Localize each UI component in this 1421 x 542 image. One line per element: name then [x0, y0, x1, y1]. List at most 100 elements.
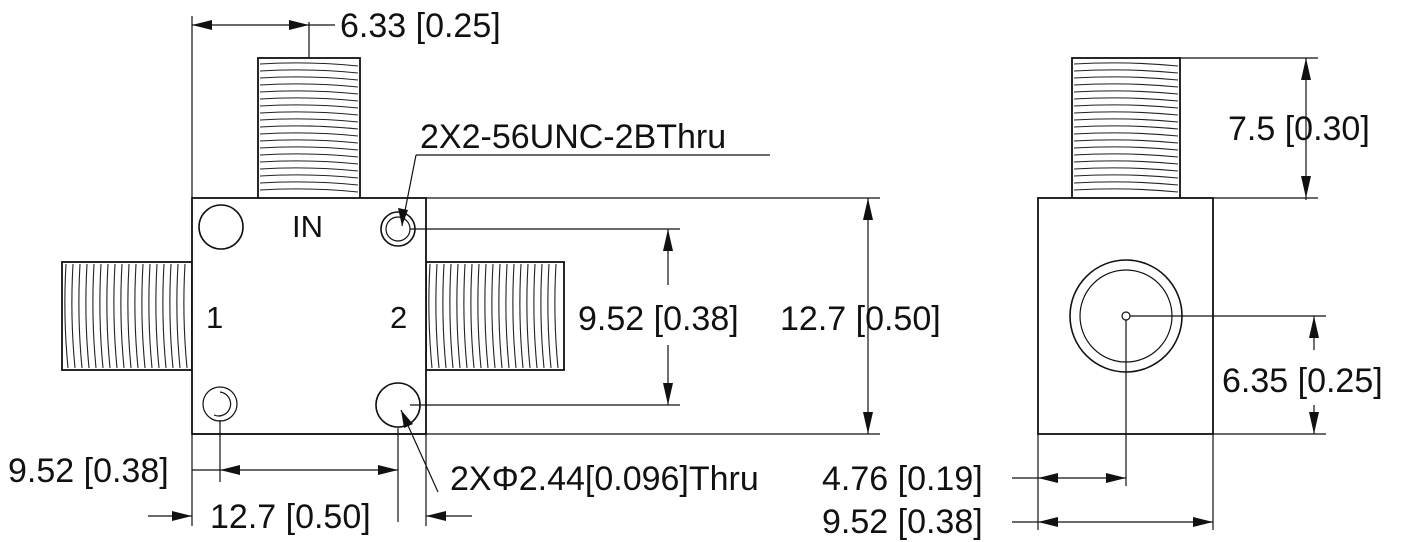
thread-line — [512, 263, 517, 369]
thread-line — [64, 263, 69, 369]
thread-line — [484, 263, 489, 369]
thread-line — [1073, 181, 1179, 186]
thread-line — [259, 153, 359, 158]
thread-line — [526, 263, 531, 369]
dim-height-label: 12.7 [0.50] — [780, 300, 941, 338]
dim-hole-spacing-v: 9.52 [0.38] — [410, 228, 739, 406]
thread-line — [259, 174, 359, 179]
thread-line — [259, 132, 359, 137]
port-in-label: IN — [292, 209, 323, 244]
thread-line — [1073, 160, 1179, 165]
thread-line — [155, 263, 160, 369]
thread-line — [259, 111, 359, 116]
thread-line — [169, 263, 174, 369]
left-connector-threads — [64, 263, 188, 369]
thread-line — [259, 139, 359, 144]
thread-line — [141, 263, 146, 369]
thread-line — [1073, 188, 1179, 193]
thread-line — [127, 263, 132, 369]
thread-line — [1073, 167, 1179, 172]
thread-line — [442, 263, 447, 369]
dim-depth: 9.52 [0.38] — [822, 434, 1214, 541]
thread-line — [1073, 132, 1179, 137]
side-top-connector — [1071, 57, 1181, 201]
dim-hole-spacing-v-label: 9.52 [0.38] — [578, 300, 739, 338]
thread-line — [113, 263, 118, 369]
thread-line — [92, 263, 97, 369]
thread-line — [1073, 104, 1179, 109]
thread-line — [259, 90, 359, 95]
thread-line — [435, 263, 440, 369]
thread-line — [162, 263, 167, 369]
thread-line — [547, 263, 552, 369]
thread-line — [78, 263, 83, 369]
dim-tap-holes: 2X2-56UNC-2BThru — [398, 118, 770, 227]
thread-line — [1073, 125, 1179, 130]
thread-line — [259, 146, 359, 151]
dim-top-offset: 6.33 [0.25] — [191, 7, 501, 198]
dim-center-height-label: 6.35 [0.25] — [1222, 362, 1383, 400]
thread-line — [183, 263, 188, 369]
thread-line — [120, 263, 125, 369]
thread-line — [1073, 111, 1179, 116]
thread-line — [259, 97, 359, 102]
thread-line — [259, 83, 359, 88]
thread-line — [498, 263, 503, 369]
thread-line — [259, 76, 359, 81]
mount-hole-top-left — [198, 204, 244, 250]
dim-height: 12.7 [0.50] — [192, 197, 941, 435]
dim-center-offset-label: 4.76 [0.19] — [822, 460, 983, 498]
top-connector — [257, 57, 361, 201]
dim-width-label: 12.7 [0.50] — [210, 498, 371, 536]
thread-line — [259, 125, 359, 130]
dim-width: 12.7 [0.50] — [148, 434, 472, 536]
tap-hole-bottom-left-thread — [213, 391, 232, 417]
thread-line — [148, 263, 153, 369]
thread-line — [554, 263, 559, 369]
thread-line — [456, 263, 461, 369]
thread-line — [540, 263, 545, 369]
dim-center-height: 6.35 [0.25] — [1130, 315, 1383, 435]
thread-line — [1073, 76, 1179, 81]
thread-line — [106, 263, 111, 369]
thread-line — [1073, 83, 1179, 88]
thread-line — [533, 263, 538, 369]
thread-line — [1073, 69, 1179, 74]
front-body — [191, 197, 427, 435]
dim-connector-height-label: 7.5 [0.30] — [1228, 110, 1370, 148]
thread-line — [428, 263, 433, 369]
thread-line — [1073, 97, 1179, 102]
dim-tap-holes-label: 2X2-56UNC-2BThru — [420, 118, 726, 156]
thread-line — [259, 167, 359, 172]
thread-line — [99, 263, 104, 369]
thread-line — [259, 160, 359, 165]
thread-line — [1073, 146, 1179, 151]
thread-line — [259, 118, 359, 123]
thread-line — [463, 263, 468, 369]
thread-line — [85, 263, 90, 369]
thread-line — [259, 62, 359, 67]
thread-line — [259, 181, 359, 186]
thread-line — [1073, 174, 1179, 179]
thread-line — [470, 263, 475, 369]
thread-line — [71, 263, 76, 369]
top-connector-threads — [259, 62, 359, 193]
thread-line — [449, 263, 454, 369]
dim-connector-height: 7.5 [0.30] — [1180, 57, 1370, 200]
port-1-label: 1 — [206, 300, 223, 335]
thread-line — [519, 263, 524, 369]
dim-top-offset-label: 6.33 [0.25] — [340, 7, 501, 45]
dim-thru-holes-label: 2XΦ2.44[0.096]Thru — [450, 460, 759, 498]
thread-line — [491, 263, 496, 369]
dim-center-offset: 4.76 [0.19] — [822, 320, 1127, 530]
thread-line — [1073, 118, 1179, 123]
thread-line — [134, 263, 139, 369]
thread-line — [176, 263, 181, 369]
dim-hole-offset-left: 9.52 [0.38] — [8, 420, 399, 522]
thread-line — [1073, 90, 1179, 95]
thread-line — [505, 263, 510, 369]
thread-line — [259, 69, 359, 74]
thread-line — [1073, 153, 1179, 158]
thread-line — [477, 263, 482, 369]
